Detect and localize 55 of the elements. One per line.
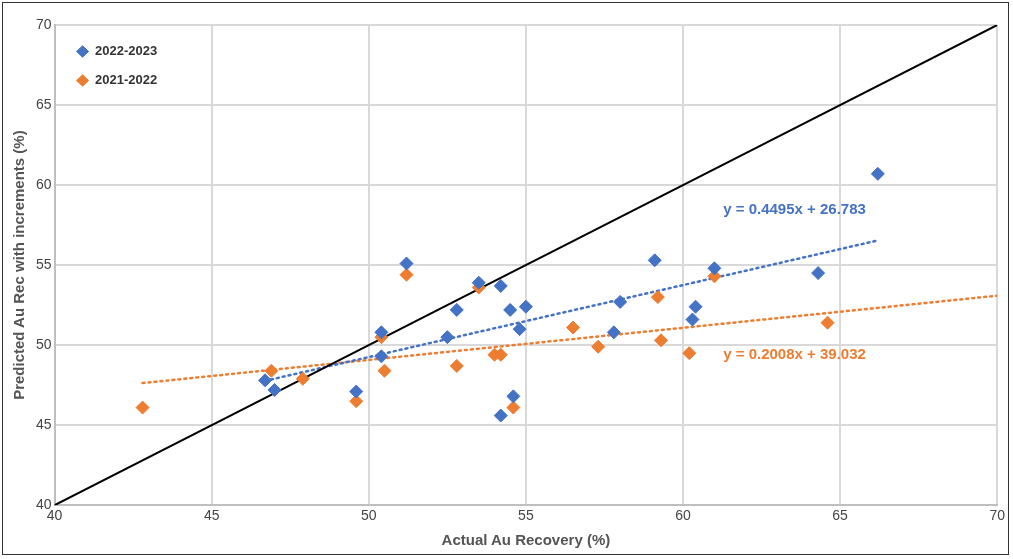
- point: [650, 290, 665, 305]
- point: [685, 312, 700, 327]
- y-tick-label: 70: [35, 15, 52, 32]
- y-tick-label: 45: [35, 416, 52, 433]
- point: [591, 339, 606, 354]
- point: [870, 166, 885, 181]
- x-tick-label: 55: [518, 507, 534, 524]
- point: [506, 400, 521, 415]
- point: [566, 320, 581, 335]
- point: [518, 299, 533, 314]
- point: [349, 384, 364, 399]
- annotation: y = 0.2008x + 39.032: [723, 344, 866, 362]
- point: [449, 358, 464, 373]
- legend-label: 2022-2023: [95, 43, 158, 59]
- point: [374, 349, 389, 364]
- point: [258, 373, 273, 388]
- point: [264, 363, 279, 378]
- point: [506, 389, 521, 404]
- y-tick-label: 60: [35, 175, 52, 192]
- point: [374, 325, 389, 340]
- x-axis-title: Actual Au Recovery (%): [441, 531, 611, 549]
- x-tick-label: 50: [361, 507, 377, 524]
- y-tick-label: 55: [35, 255, 52, 272]
- point: [449, 302, 464, 317]
- point: [503, 302, 518, 317]
- point: [267, 382, 282, 397]
- point: [682, 346, 697, 361]
- point: [811, 266, 826, 281]
- point: [688, 299, 703, 314]
- y-tick-label: 65: [35, 95, 52, 112]
- point: [295, 371, 310, 386]
- x-tick-label: 45: [203, 507, 220, 524]
- point: [647, 253, 662, 268]
- annotation: y = 0.4495x + 26.783: [723, 199, 866, 217]
- x-tick-label: 65: [832, 507, 849, 524]
- legend-label: 2021-2022: [95, 72, 158, 88]
- point: [493, 278, 508, 293]
- point: [613, 294, 628, 309]
- point: [493, 408, 508, 423]
- point: [654, 333, 669, 348]
- x-tick-label: 70: [989, 507, 1006, 524]
- point: [399, 256, 414, 271]
- point: [471, 275, 486, 290]
- point: [377, 363, 392, 378]
- y-axis-title: Predicted Au Rec with increments (%): [10, 130, 28, 400]
- point: [820, 315, 835, 330]
- x-tick-label: 60: [675, 507, 691, 524]
- point: [349, 394, 364, 409]
- point: [399, 267, 414, 282]
- point: [440, 330, 455, 345]
- point: [606, 325, 621, 340]
- y-tick-label: 50: [35, 335, 52, 352]
- point: [512, 322, 527, 337]
- point: [135, 400, 150, 415]
- point: [707, 261, 722, 276]
